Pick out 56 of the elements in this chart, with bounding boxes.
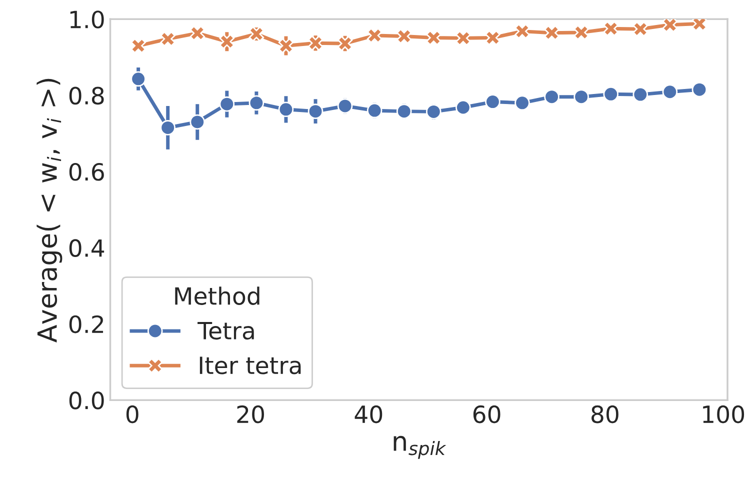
point <box>426 104 442 120</box>
legend-label: Tetra <box>198 322 254 340</box>
legend-label: Iter tetra <box>200 356 301 374</box>
point <box>426 30 442 46</box>
y-tick-label: 0.0 <box>69 392 104 410</box>
point <box>456 30 471 46</box>
x-tick-label: 60 <box>473 405 500 424</box>
point <box>337 98 353 114</box>
y-tick-label: 1.0 <box>70 10 104 28</box>
x-tick-label: 40 <box>354 405 382 424</box>
point <box>366 102 382 118</box>
point <box>278 38 294 54</box>
point <box>692 82 708 98</box>
point <box>544 25 560 40</box>
x-tick-label: 100 <box>703 405 744 424</box>
point <box>160 31 176 47</box>
point <box>514 95 530 111</box>
point <box>544 89 560 104</box>
point <box>603 86 618 102</box>
point <box>485 94 500 110</box>
point <box>456 100 471 116</box>
point <box>308 104 324 119</box>
y-tick-label: 0.2 <box>69 315 104 334</box>
point <box>485 30 500 46</box>
point <box>632 86 648 102</box>
point <box>160 120 176 136</box>
point <box>308 35 324 51</box>
x-tick-label: 20 <box>237 405 264 424</box>
point <box>366 28 382 44</box>
legend-title: Method <box>175 286 260 305</box>
point <box>396 28 412 44</box>
x-axis-title: n$_{spik}$ <box>394 436 446 459</box>
y-axis-title: Average( < w$_{i}$, v$_{i}$ >) <box>36 78 62 343</box>
y-tick-label: 0.8 <box>69 86 104 105</box>
point <box>219 96 235 112</box>
point <box>574 24 589 40</box>
point <box>248 95 264 111</box>
point <box>514 24 530 39</box>
point <box>603 21 618 36</box>
point <box>190 26 206 41</box>
point <box>190 114 206 130</box>
point <box>278 102 294 118</box>
point <box>130 38 146 54</box>
point <box>337 36 353 52</box>
y-tick-label: 0.4 <box>69 239 104 258</box>
point <box>219 34 235 50</box>
point <box>574 89 589 104</box>
point <box>632 21 648 37</box>
y-tick-label: 0.6 <box>69 162 104 181</box>
x-tick-label: 80 <box>592 405 618 424</box>
point <box>248 26 264 42</box>
point <box>662 84 678 100</box>
point <box>396 104 412 119</box>
x-tick-label: 0 <box>126 405 138 424</box>
point <box>130 71 146 87</box>
point <box>662 19 678 32</box>
